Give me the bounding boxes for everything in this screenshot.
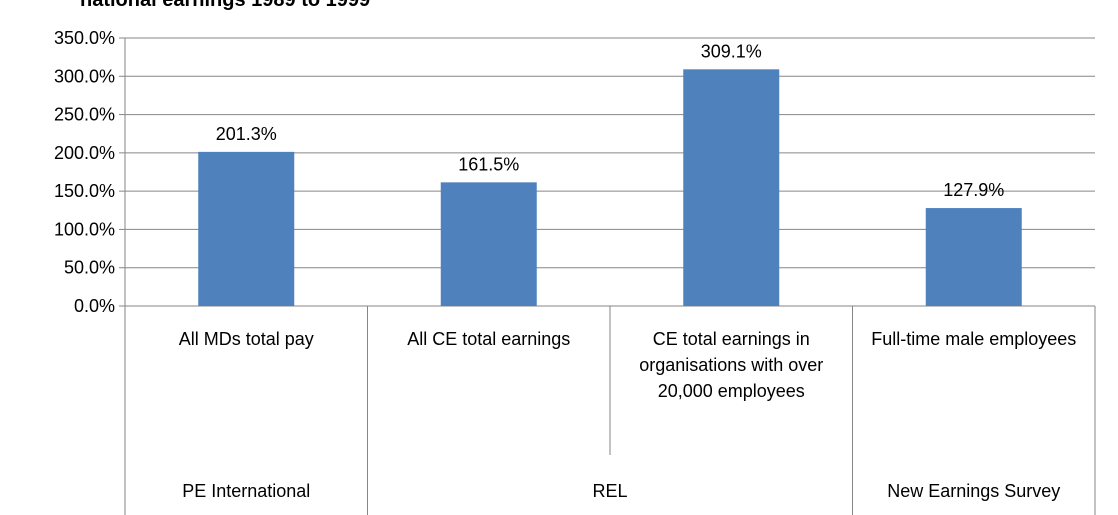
bar [198,151,295,306]
data-label: 201.3% [216,124,277,144]
y-tick-label: 100.0% [54,219,115,239]
bar [440,182,537,306]
data-label: 127.9% [943,180,1004,200]
bar [925,208,1022,306]
y-tick-label: 150.0% [54,181,115,201]
group-label: PE International [182,481,311,501]
x-tick-label: CE total earnings in organisations with … [639,329,824,401]
y-tick-label: 350.0% [54,28,115,48]
chart-title: national earnings 1989 to 1999 [80,0,370,11]
x-tick-label: All MDs total pay [178,329,314,349]
group-label: REL [592,481,628,501]
x-tick-label: All CE total earnings [407,329,571,349]
group-label: New Earnings Survey [887,481,1061,501]
data-label: 309.1% [701,41,762,61]
bar [683,69,780,306]
y-tick-label: 300.0% [54,66,115,86]
y-tick-label: 250.0% [54,105,115,125]
x-tick-label: Full-time male employees [871,329,1077,349]
data-label: 161.5% [458,154,519,174]
y-tick-label: 0.0% [74,296,115,316]
y-tick-label: 200.0% [54,143,115,163]
y-tick-label: 50.0% [64,258,115,278]
